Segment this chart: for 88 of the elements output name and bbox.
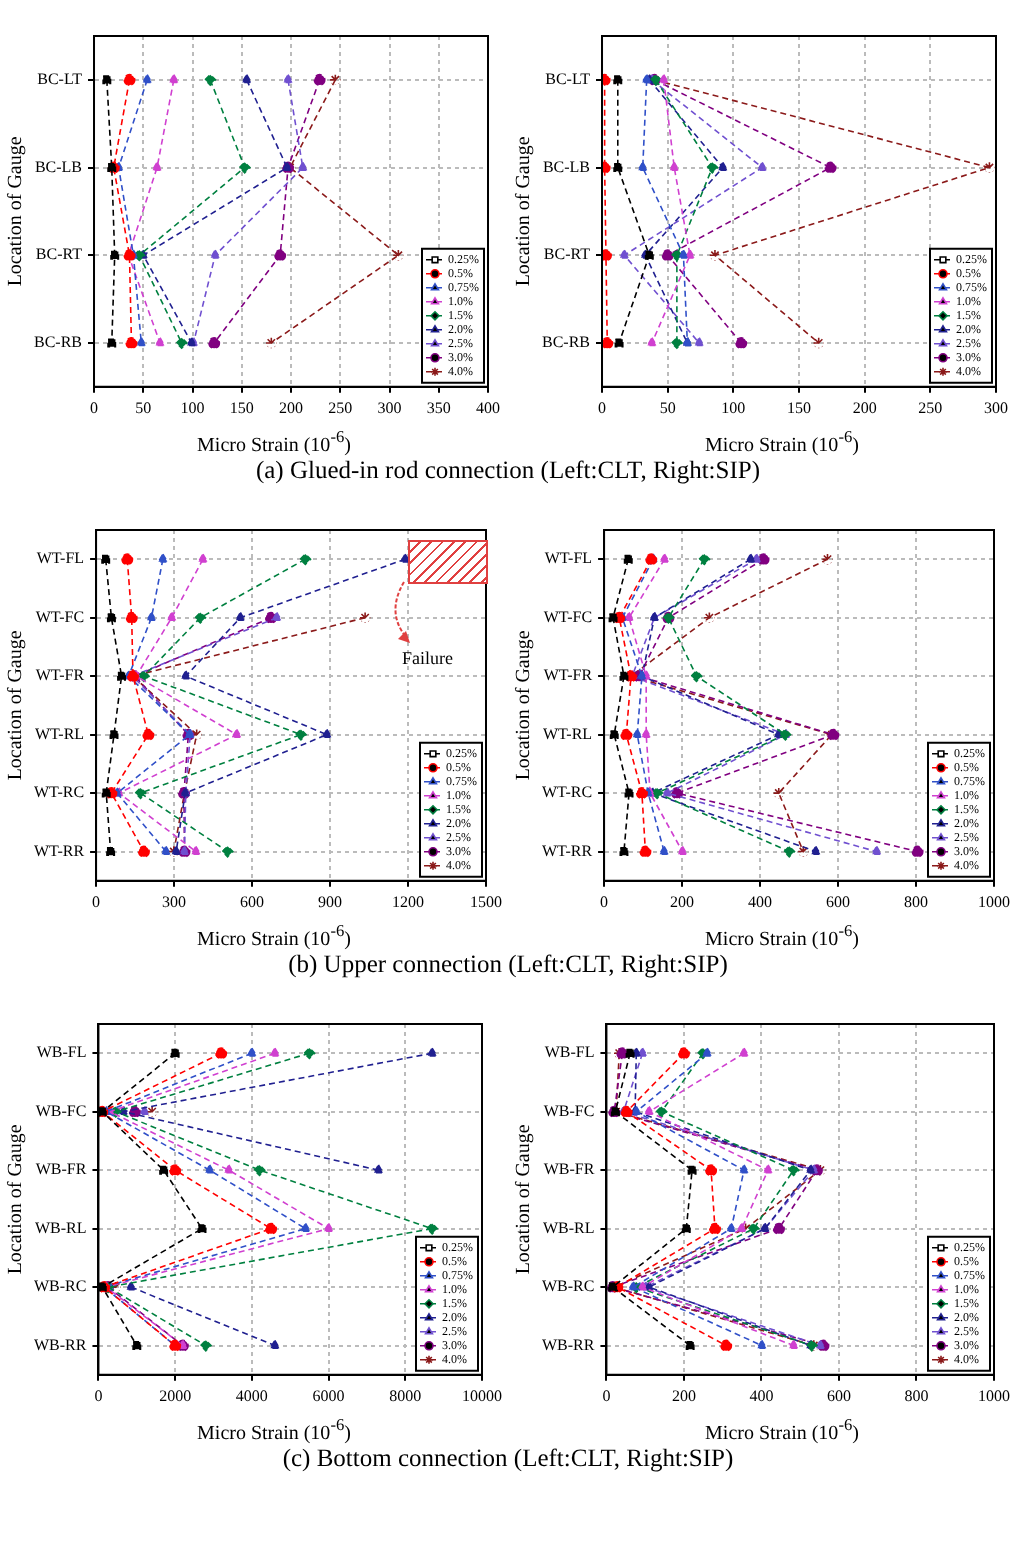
- x-tick-label: 200: [671, 1386, 696, 1405]
- y-tick-label: WB-FC: [543, 1101, 595, 1120]
- x-tick-label: 100: [721, 398, 746, 417]
- x-tick-label: 300: [162, 892, 187, 911]
- x-tick-label: 0: [94, 1386, 103, 1405]
- x-tick-label: 1200: [392, 892, 425, 911]
- x-tick-label: 900: [318, 892, 343, 911]
- x-tick-label: 600: [240, 892, 265, 911]
- x-tick-label: 200: [852, 398, 877, 417]
- y-tick-label: WB-FL: [36, 1043, 87, 1062]
- x-tick-label: 250: [918, 398, 943, 417]
- y-tick-label: WB-FR: [35, 1160, 88, 1179]
- x-tick-label: 300: [377, 398, 402, 417]
- y-tick-label: WB-RC: [541, 1277, 595, 1296]
- x-tick-label: 400: [748, 892, 773, 911]
- x-tick-label: 50: [135, 398, 152, 417]
- y-tick-label: BC-RT: [543, 245, 591, 264]
- x-tick-label: 200: [670, 892, 695, 911]
- x-tick-label: 150: [229, 398, 254, 417]
- y-tick-label: BC-LT: [545, 70, 591, 89]
- y-tick-label: WT-RL: [34, 724, 85, 743]
- y-tick-label: WB-FR: [543, 1160, 596, 1179]
- x-tick-label: 1000: [978, 892, 1010, 911]
- x-tick-label: 300: [984, 398, 1008, 417]
- x-tick-label: 1000: [978, 1386, 1010, 1405]
- annotation: Failure: [402, 647, 454, 668]
- y-tick-label: BC-RT: [35, 245, 83, 264]
- x-axis-title: Micro Strain (10$^{-6}$): [703, 1414, 861, 1445]
- y-tick-label: WB-RL: [34, 1218, 87, 1237]
- x-tick-label: 2000: [159, 1386, 192, 1405]
- x-tick-label: 100: [180, 398, 205, 417]
- x-tick-label: 200: [279, 398, 304, 417]
- y-tick-label: WB-RR: [33, 1335, 88, 1354]
- text: (c) Bottom connection (Left:CLT, Right:SIP): [280, 1443, 736, 1476]
- y-tick-label: WB-FL: [544, 1043, 595, 1062]
- x-axis-title: Micro Strain (10$^{-6}$): [703, 426, 861, 457]
- y-tick-label: WB-RC: [33, 1277, 87, 1296]
- x-tick-label: 400: [476, 398, 500, 417]
- y-tick-label: WT-RL: [542, 724, 593, 743]
- y-tick-label: WT-RR: [33, 841, 86, 860]
- x-tick-label: 6000: [312, 1386, 345, 1405]
- y-tick-label: WT-FL: [544, 549, 593, 568]
- y-tick-label: WT-RC: [541, 783, 593, 802]
- x-tick-label: 600: [826, 892, 851, 911]
- x-tick-label: 800: [904, 892, 929, 911]
- y-axis-title: Location of Gauge: [513, 135, 536, 287]
- y-tick-label: BC-LB: [542, 157, 591, 176]
- x-axis-title: Micro Strain (10$^{-6}$): [195, 1414, 353, 1445]
- y-axis-title: Location of Gauge: [5, 629, 28, 781]
- x-tick-label: 0: [600, 892, 609, 911]
- y-axis-title: Location of Gauge: [513, 1123, 536, 1275]
- x-tick-label: 250: [328, 398, 353, 417]
- y-tick-label: WT-FR: [35, 666, 86, 685]
- y-tick-label: WB-FC: [35, 1101, 87, 1120]
- y-tick-label: WT-RC: [33, 783, 85, 802]
- x-tick-label: 0: [90, 398, 99, 417]
- y-tick-label: WT-RR: [541, 841, 594, 860]
- y-axis-title: Location of Gauge: [513, 629, 536, 781]
- y-tick-label: BC-LT: [37, 70, 83, 89]
- x-axis-title: Micro Strain (10$^{-6}$): [195, 920, 353, 951]
- x-tick-label: 350: [426, 398, 451, 417]
- x-tick-label: 600: [826, 1386, 851, 1405]
- y-axis-title: Location of Gauge: [5, 1123, 28, 1275]
- x-tick-label: 0: [602, 1386, 611, 1405]
- x-tick-label: 0: [598, 398, 607, 417]
- y-tick-label: BC-RB: [541, 333, 591, 352]
- x-tick-label: 0: [92, 892, 101, 911]
- x-tick-label: 150: [787, 398, 812, 417]
- x-tick-label: 50: [659, 398, 676, 417]
- text: (a) Glued-in rod connection (Left:CLT, Right:SIP): [253, 455, 763, 488]
- x-tick-label: 1500: [470, 892, 502, 911]
- y-tick-label: WB-RR: [541, 1335, 596, 1354]
- y-tick-label: WT-FL: [36, 549, 85, 568]
- y-axis-title: Location of Gauge: [5, 135, 28, 287]
- x-axis-title: Micro Strain (10$^{-6}$): [703, 920, 861, 951]
- y-tick-label: BC-RB: [33, 333, 83, 352]
- y-tick-label: BC-LB: [34, 157, 83, 176]
- y-tick-label: WT-FC: [35, 607, 85, 626]
- y-tick-label: WB-RL: [542, 1218, 595, 1237]
- y-tick-label: WT-FC: [543, 607, 593, 626]
- x-tick-label: 10000: [462, 1386, 502, 1405]
- x-tick-label: 400: [749, 1386, 774, 1405]
- x-tick-label: 800: [904, 1386, 929, 1405]
- x-tick-label: 4000: [235, 1386, 268, 1405]
- x-tick-label: 8000: [389, 1386, 422, 1405]
- x-axis-title: Micro Strain (10$^{-6}$): [195, 426, 353, 457]
- text: (b) Upper connection (Left:CLT, Right:SIP): [286, 949, 730, 982]
- y-tick-label: WT-FR: [543, 666, 594, 685]
